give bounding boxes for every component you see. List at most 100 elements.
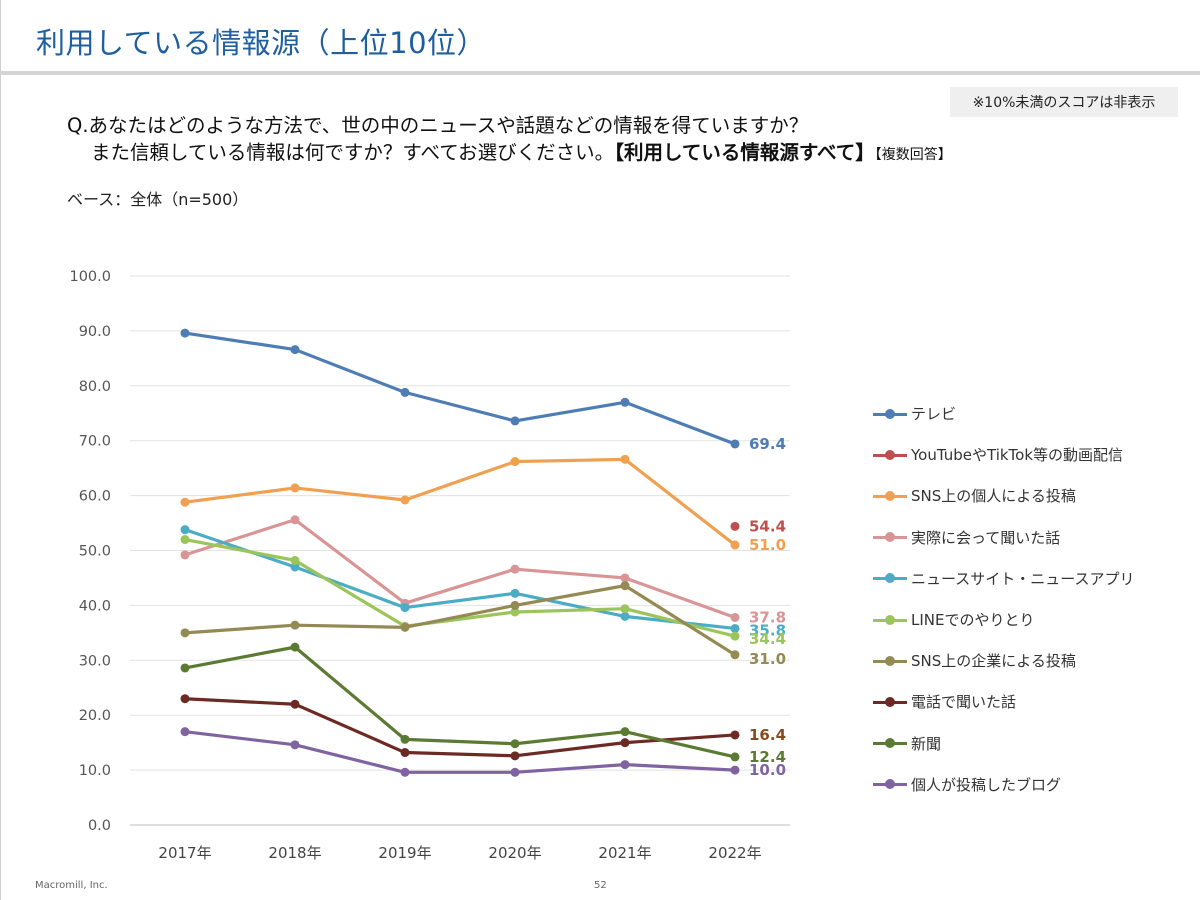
data-point xyxy=(510,739,520,749)
legend-label: 個人が投稿したブログ xyxy=(911,775,1062,794)
y-tick-label: 70.0 xyxy=(79,434,111,450)
x-tick-label: 2020年 xyxy=(488,844,541,862)
y-tick-label: 60.0 xyxy=(79,489,111,505)
legend-item: 個人が投稿したブログ xyxy=(873,764,1135,805)
question-line-1: Q.あなたはどのような方法で、世の中のニュースや話題などの情報を得ていますか？ xyxy=(67,114,809,137)
legend-item: 新聞 xyxy=(873,723,1135,764)
legend-swatch xyxy=(873,773,907,795)
legend-label: 新聞 xyxy=(911,734,942,753)
legend-swatch xyxy=(873,650,907,672)
base-sample-label: ベース：全体（n=500） xyxy=(67,190,249,209)
end-value-label: 69.4 xyxy=(749,435,786,453)
data-point xyxy=(510,607,520,617)
series-line xyxy=(184,537,736,638)
x-tick-label: 2019年 xyxy=(378,844,431,862)
data-point xyxy=(730,650,740,660)
data-point xyxy=(400,748,410,758)
y-tick-label: 40.0 xyxy=(79,598,111,614)
legend-item: テレビ xyxy=(873,393,1135,434)
data-point xyxy=(730,752,740,762)
data-point xyxy=(400,734,410,744)
legend-swatch xyxy=(873,732,907,754)
data-point xyxy=(730,623,740,633)
data-point xyxy=(730,612,740,622)
legend-item: 電話で聞いた話 xyxy=(873,681,1135,722)
data-point xyxy=(510,767,520,777)
data-point xyxy=(180,550,190,560)
data-point xyxy=(400,622,410,632)
legend-label: SNS上の個人による投稿 xyxy=(911,487,1076,506)
end-value-label: 12.4 xyxy=(749,748,786,766)
legend-item: SNS上の個人による投稿 xyxy=(873,475,1135,516)
end-value-label: 37.8 xyxy=(749,608,786,626)
end-value-label: 34.4 xyxy=(749,630,786,648)
x-tick-label: 2018年 xyxy=(268,844,321,862)
y-tick-label: 100.0 xyxy=(69,269,111,285)
data-point xyxy=(510,457,520,467)
page-number: 52 xyxy=(594,880,607,891)
end-value-label: 54.4 xyxy=(749,517,786,535)
data-point xyxy=(620,611,630,621)
data-point xyxy=(510,600,520,610)
data-point xyxy=(290,699,300,709)
data-point xyxy=(620,397,630,407)
data-point xyxy=(180,628,190,638)
y-tick-label: 90.0 xyxy=(79,324,111,340)
data-point xyxy=(510,588,520,598)
legend-swatch xyxy=(873,485,907,507)
data-point xyxy=(730,521,740,531)
series-line xyxy=(184,730,736,774)
legend-item: SNS上の企業による投稿 xyxy=(873,640,1135,681)
data-point xyxy=(180,525,190,535)
question-answer-type: 【複数回答】 xyxy=(874,147,952,163)
data-point xyxy=(730,765,740,775)
data-point xyxy=(180,694,190,704)
data-point xyxy=(180,497,190,507)
data-point xyxy=(290,562,300,572)
legend-swatch xyxy=(873,403,907,425)
series-line xyxy=(184,518,736,619)
end-value-label: 35.8 xyxy=(749,621,786,639)
legend-swatch xyxy=(873,609,907,631)
question-emphasis: 【利用している情報源すべて】 xyxy=(614,141,875,164)
data-point xyxy=(510,416,520,426)
y-tick-label: 20.0 xyxy=(79,708,111,724)
data-point xyxy=(620,727,630,737)
series-line xyxy=(184,331,736,446)
x-tick-label: 2017年 xyxy=(158,844,211,862)
end-value-label: 31.0 xyxy=(749,650,786,668)
data-point xyxy=(180,663,190,673)
data-point xyxy=(180,535,190,545)
y-tick-label: 30.0 xyxy=(79,653,111,669)
data-point xyxy=(290,740,300,750)
data-point xyxy=(620,573,630,583)
legend-label: LINEでのやりとり xyxy=(911,611,1035,630)
y-tick-label: 50.0 xyxy=(79,544,111,560)
legend-item: LINEでのやりとり xyxy=(873,599,1135,640)
data-point xyxy=(620,581,630,591)
data-point xyxy=(730,730,740,740)
data-point xyxy=(620,738,630,748)
data-point xyxy=(620,604,630,614)
data-point xyxy=(730,631,740,641)
slide-title: 利用している情報源（上位10位） xyxy=(36,26,487,60)
data-point xyxy=(290,555,300,565)
series-line xyxy=(184,457,736,547)
legend-swatch xyxy=(873,444,907,466)
legend-label: SNS上の企業による投稿 xyxy=(911,652,1076,671)
y-tick-label: 10.0 xyxy=(79,763,111,779)
data-point xyxy=(620,760,630,770)
question-line-2-text: また信頼している情報は何ですか？すべてお選びください。 xyxy=(91,141,615,164)
y-tick-label: 0.0 xyxy=(88,818,111,834)
legend-swatch xyxy=(873,691,907,713)
data-point xyxy=(730,540,740,550)
series-line xyxy=(184,528,736,631)
chart-legend: テレビ YouTubeやTikTok等の動画配信 SNS上の個人による投稿 実際に会っ… xyxy=(873,393,1135,805)
legend-label: 実際に会って聞いた話 xyxy=(911,528,1061,547)
data-point xyxy=(510,564,520,574)
legend-label: テレビ xyxy=(911,405,957,424)
data-point xyxy=(400,495,410,505)
x-tick-label: 2022年 xyxy=(708,844,761,862)
data-point xyxy=(620,454,630,464)
